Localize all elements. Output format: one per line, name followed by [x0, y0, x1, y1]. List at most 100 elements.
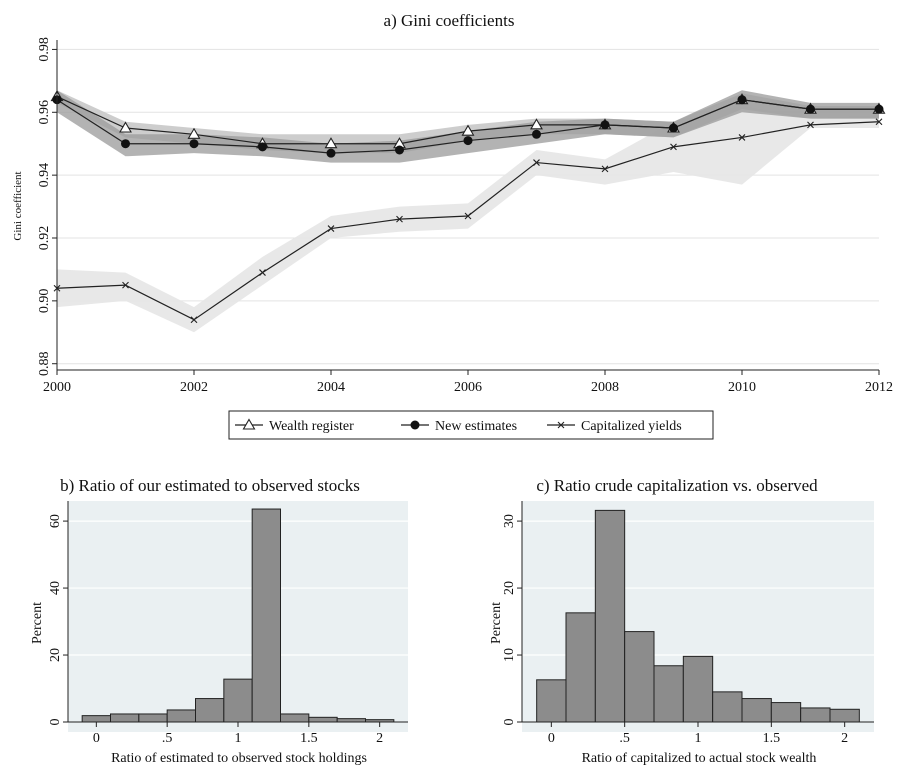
triangle-marker: [187, 127, 201, 139]
histogram-bar: [166, 709, 197, 723]
circle-marker: [532, 129, 541, 139]
y-tick-label: 60: [48, 514, 63, 528]
panel-a-gridlines: [57, 48, 879, 365]
x-tick-label: 2012: [865, 380, 893, 395]
histogram-bar: [81, 715, 111, 723]
panel-c-y-axis-label: Percent: [489, 602, 504, 644]
y-tick-label: 40: [48, 581, 63, 595]
circle-marker: [600, 120, 610, 130]
y-tick-label: 0.96: [37, 100, 52, 125]
x-tick-label: 2006: [454, 380, 482, 395]
panel-c-title: c) Ratio crude capitalization vs. observ…: [536, 476, 818, 495]
triangle-marker: [324, 137, 338, 149]
circle-marker: [121, 139, 130, 149]
panel-c-axes: 0 10 20 30 0 .5 1 1.5 2: [502, 501, 874, 746]
panel-b-histogram: b) Ratio of our estimated to observed st…: [30, 476, 408, 766]
triangle-marker: [119, 121, 132, 133]
y-tick-label: 0.90: [37, 289, 52, 314]
histogram-bar: [308, 716, 338, 723]
legend-label: Wealth register: [269, 419, 354, 434]
histogram-bar: [138, 713, 168, 723]
circle-marker: [258, 142, 267, 152]
y-tick-label: 20: [48, 648, 63, 662]
x-tick-label: 1.5: [763, 731, 781, 746]
y-tick-label: 30: [502, 514, 517, 528]
x-marker: [122, 281, 129, 289]
legend-triangle-marker: [242, 418, 256, 430]
histogram-bar: [251, 508, 282, 723]
x-marker: [259, 269, 266, 276]
x-tick-label: 2004: [317, 380, 345, 395]
legend-circle-marker: [410, 420, 420, 430]
histogram-bar: [195, 698, 225, 723]
x-marker: [396, 215, 403, 223]
x-marker: [670, 143, 677, 151]
x-marker: [807, 121, 814, 129]
legend-label: Capitalized yields: [581, 419, 682, 434]
histogram-bar: [770, 702, 802, 723]
y-tick-label: 0: [48, 719, 63, 726]
panel-b-axes: 0 20 40 60 0 .5 1 1.5 2: [48, 501, 408, 746]
x-tick-label: 0: [93, 731, 100, 746]
histogram-bar: [565, 612, 596, 723]
panel-b-y-axis-label: Percent: [30, 602, 45, 644]
circle-marker: [189, 139, 199, 149]
panel-a-y-axis-label: Gini coefficient: [12, 171, 24, 240]
histogram-bar: [829, 708, 860, 723]
circle-marker: [463, 136, 473, 146]
legend-x-marker: [557, 421, 565, 429]
histogram-bar: [110, 713, 140, 723]
circle-marker: [669, 123, 678, 133]
panel-b-bars: [81, 508, 395, 723]
panel-b-title: b) Ratio of our estimated to observed st…: [60, 476, 360, 495]
panel-c-histogram: c) Ratio crude capitalization vs. observ…: [489, 476, 874, 766]
x-tick-label: .5: [162, 731, 173, 746]
x-tick-label: 0: [548, 731, 555, 746]
x-marker: [875, 118, 883, 126]
panel-b-gridlines: [68, 520, 408, 656]
histogram-bar: [682, 655, 714, 723]
y-tick-label: 10: [502, 648, 517, 662]
histogram-bar: [800, 707, 831, 723]
histogram-bar: [336, 718, 366, 723]
histogram-bar: [653, 665, 684, 723]
triangle-marker: [530, 118, 543, 130]
x-marker: [601, 165, 609, 173]
panel-c-bars: [536, 509, 860, 723]
panel-b-x-axis-label: Ratio of estimated to observed stock hol…: [111, 751, 367, 766]
x-tick-label: 2000: [43, 380, 71, 395]
x-tick-label: 2010: [728, 380, 756, 395]
x-marker: [533, 159, 540, 166]
x-tick-label: 2008: [591, 380, 619, 395]
histogram-bar: [741, 698, 772, 723]
x-tick-label: .5: [619, 731, 630, 746]
circle-marker: [737, 95, 747, 105]
panel-a-legend: Wealth register New estimates Capitalized …: [228, 410, 714, 440]
histogram-bar: [280, 713, 310, 723]
x-marker: [464, 212, 472, 220]
legend-box: [228, 410, 714, 440]
panel-a-axes: 0.88 0.90 0.92 0.94 0.96 0.98 2000 2002 2004 2006…: [37, 37, 893, 395]
x-marker: [327, 225, 335, 232]
histogram-bar: [536, 679, 567, 723]
histogram-bar: [712, 691, 743, 723]
panel-a-title: a) Gini coefficients: [384, 11, 515, 30]
legend-label: New estimates: [435, 419, 517, 434]
panel-a-gini-chart: a) Gini coefficients Gini coefficient 0.…: [12, 11, 893, 440]
histogram-bar: [594, 509, 626, 723]
x-tick-label: 2: [841, 731, 848, 746]
circle-marker: [806, 104, 815, 114]
x-marker: [738, 134, 746, 141]
y-tick-label: 0.92: [37, 226, 52, 251]
x-tick-label: 1: [695, 731, 702, 746]
confidence-band: [57, 106, 879, 333]
y-tick-label: 0.98: [37, 37, 52, 62]
circle-marker: [326, 148, 336, 158]
histogram-bar: [223, 678, 253, 723]
y-tick-label: 0.88: [37, 351, 52, 376]
panel-c-x-axis-label: Ratio of capitalized to actual stock wea…: [582, 751, 817, 766]
y-tick-label: 0: [502, 719, 517, 726]
x-tick-label: 2002: [180, 380, 208, 395]
x-tick-label: 1: [235, 731, 242, 746]
